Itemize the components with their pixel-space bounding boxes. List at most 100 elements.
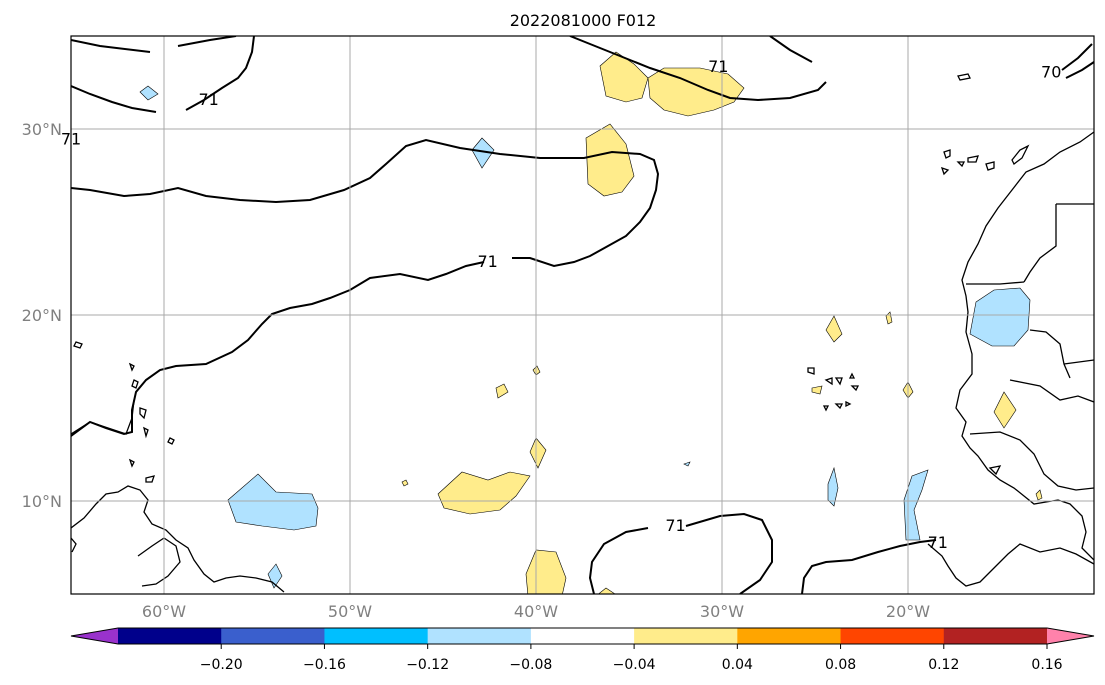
negative-anomaly-fill xyxy=(139,85,159,101)
island xyxy=(139,407,147,420)
negative-anomaly-fill xyxy=(827,466,839,507)
island xyxy=(824,377,833,386)
lon-tick-label: 20°W xyxy=(886,602,930,621)
island xyxy=(834,403,844,410)
island xyxy=(807,367,815,375)
island xyxy=(943,149,951,159)
coastline-south-america xyxy=(71,485,285,593)
border-line xyxy=(1029,329,1071,379)
border-line xyxy=(1009,379,1094,403)
positive-anomaly-fill xyxy=(585,123,635,197)
lon-tick-label: 40°W xyxy=(514,602,558,621)
colorbar-bin xyxy=(634,628,738,644)
island xyxy=(128,362,135,372)
island xyxy=(940,166,950,176)
contour-label: 70 xyxy=(1041,62,1061,81)
island xyxy=(848,372,856,379)
colorbar-bin xyxy=(118,628,222,644)
map-frame xyxy=(70,35,1095,595)
positive-anomaly-fill xyxy=(993,391,1017,429)
colorbar-outline xyxy=(70,627,1095,645)
positive-anomaly-fill xyxy=(811,385,823,395)
positive-anomaly-fill xyxy=(401,479,409,487)
island xyxy=(1011,144,1030,165)
colorbar-tick-label: −0.04 xyxy=(613,657,656,673)
colorbar-bin xyxy=(221,628,325,644)
contour-line xyxy=(71,36,255,113)
colorbar-tick-label: 0.08 xyxy=(825,657,856,673)
island xyxy=(145,475,155,483)
positive-anomaly-fill xyxy=(599,51,649,103)
map-title: 2022081000 F012 xyxy=(510,11,657,30)
island xyxy=(131,379,139,389)
contour-line xyxy=(569,36,827,102)
lon-tick-label: 60°W xyxy=(142,602,186,621)
colorbar-bin xyxy=(427,628,532,644)
positive-anomaly-fill xyxy=(529,437,547,469)
coastline-gulf-of-guinea xyxy=(927,543,1094,587)
island xyxy=(822,405,830,412)
island xyxy=(850,385,860,392)
latitude-tick-labels: 10°N 20°N 30°N xyxy=(22,120,62,511)
colorbar-extend-high xyxy=(1047,628,1094,644)
colorbar-bin xyxy=(840,628,945,644)
island xyxy=(957,73,971,81)
island xyxy=(143,426,149,439)
lon-tick-label: 50°W xyxy=(328,602,372,621)
negative-anomaly-fill xyxy=(471,137,495,169)
contour-label: 71 xyxy=(708,57,728,76)
contour-label: 71 xyxy=(198,90,218,109)
contour-label: 71 xyxy=(477,252,497,271)
island xyxy=(967,155,979,163)
colorbar-bin xyxy=(943,628,1048,644)
lat-tick-label: 20°N xyxy=(22,306,62,325)
contour-line xyxy=(71,261,485,437)
coastline-central xyxy=(71,537,77,553)
colorbar-tick-label: −0.16 xyxy=(303,657,346,673)
contour-line xyxy=(71,36,237,53)
negative-anomaly-fill xyxy=(683,461,691,467)
colorbar-bin xyxy=(737,628,842,644)
island xyxy=(167,437,175,445)
island xyxy=(834,377,843,386)
island xyxy=(845,400,852,408)
colorbar-tick-label: −0.12 xyxy=(406,657,449,673)
colorbar-tick-label: 0.12 xyxy=(928,657,959,673)
positive-anomaly-fill xyxy=(495,383,509,399)
lat-tick-label: 10°N xyxy=(22,492,62,511)
negative-anomaly-fill xyxy=(227,473,319,531)
border-line xyxy=(966,281,1025,285)
island xyxy=(956,161,966,168)
colorbar: −0.20 −0.16 −0.12 −0.08 −0.04 0.04 0.08 0.12 0.1… xyxy=(70,627,1095,673)
positive-anomaly-fill xyxy=(825,315,843,343)
colorbar-bin xyxy=(324,628,429,644)
colorbar-bin xyxy=(530,628,635,644)
lat-tick-label: 30°N xyxy=(22,120,62,139)
island xyxy=(988,465,1002,476)
contour-label: 71 xyxy=(665,516,685,535)
border-line xyxy=(969,431,1094,491)
negative-anomaly-fill xyxy=(969,287,1031,347)
gridlines xyxy=(71,36,1094,594)
contour-line xyxy=(588,512,773,594)
map-plot-area xyxy=(71,36,1094,594)
positive-anomaly-fill xyxy=(647,67,745,117)
island xyxy=(73,341,83,349)
colorbar-tick-label: 0.16 xyxy=(1031,657,1062,673)
colorbar-tick-label: 0.04 xyxy=(722,657,753,673)
positive-anomaly-fill xyxy=(1035,489,1043,501)
contour-line xyxy=(71,138,660,268)
contour-line xyxy=(1061,43,1093,71)
positive-anomaly-fill xyxy=(437,471,531,515)
contour-line xyxy=(801,539,937,594)
contour-line xyxy=(1065,61,1094,79)
coastline-venezuela xyxy=(137,537,181,587)
contour-label: 71 xyxy=(928,533,948,552)
positive-anomaly-fill xyxy=(598,587,616,594)
island xyxy=(985,161,995,171)
colorbar-tick-label: −0.20 xyxy=(200,657,243,673)
contour-lines xyxy=(71,36,1094,594)
island xyxy=(128,458,135,468)
